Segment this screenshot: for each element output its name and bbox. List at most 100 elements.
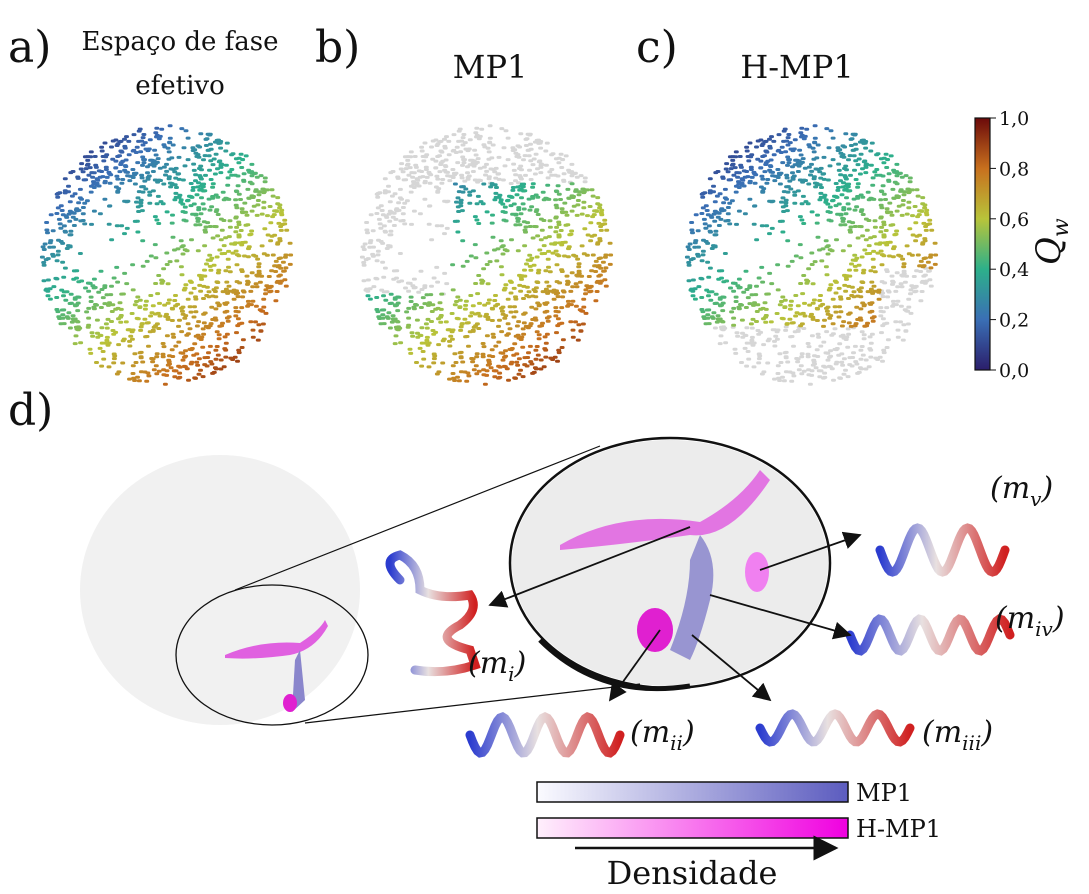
panel-letter: b) (315, 22, 360, 73)
scatter-points (98, 199, 230, 292)
scatter-points (718, 190, 902, 320)
scatter-points (524, 322, 577, 358)
helix (760, 714, 910, 742)
scatter-points (719, 192, 869, 298)
scatter-points (709, 138, 789, 193)
scatter-points (462, 204, 516, 241)
panel-letter: d) (8, 385, 53, 436)
scatter-points (118, 293, 192, 345)
scatter-points (361, 126, 586, 294)
scatter-points (122, 273, 219, 341)
scatter-points (429, 190, 589, 303)
scatter-points (205, 139, 208, 140)
state-label: (miii) (922, 715, 993, 755)
scatter-points (869, 213, 928, 254)
scatter-points (869, 311, 873, 312)
scatter-points (73, 190, 257, 320)
scatter-points (762, 222, 885, 308)
colorbar (975, 118, 990, 370)
state-label: (miv) (995, 601, 1065, 641)
scatter-points (64, 138, 144, 193)
hmp1-region (637, 608, 673, 652)
scatter-points (423, 246, 583, 359)
scatter-points (871, 317, 875, 318)
colorbar-tick-label: 0,4 (999, 259, 1029, 281)
scatter-points (132, 150, 135, 151)
colorbar-label: Qw (1029, 218, 1074, 265)
colorbar-tick-label: 0,0 (999, 360, 1029, 382)
panel-title: Espaço de fase (81, 27, 278, 57)
scatter-points (394, 192, 544, 298)
scatter-points (462, 276, 583, 362)
scatter-points (421, 215, 603, 343)
scatter-points (217, 350, 226, 355)
scatter-points (787, 204, 841, 241)
scatter-points (703, 145, 810, 220)
colorbar-tick-label: 0,6 (999, 209, 1029, 231)
scatter-points (426, 205, 601, 328)
panel-title: H-MP1 (740, 48, 853, 86)
scatter-points (106, 205, 281, 328)
scatter-points (457, 225, 560, 297)
hmp1-region (745, 552, 769, 592)
panel-title: MP1 (453, 48, 528, 86)
legend-label: MP1 (856, 779, 912, 807)
scatter-points (142, 204, 196, 241)
scatter-points (749, 198, 899, 304)
scatter-points (708, 175, 878, 295)
scatter-points (104, 198, 254, 304)
scatter-points (442, 273, 539, 341)
panel-letter: a) (8, 22, 51, 73)
scatter-points (117, 222, 240, 308)
scatter-points (166, 291, 231, 336)
scatter-points (137, 225, 240, 297)
scatter-points (851, 230, 932, 287)
scatter-points (437, 222, 560, 308)
scatter-points (379, 199, 548, 319)
scatter-points (754, 190, 914, 303)
hmp1-region (283, 694, 297, 712)
helix (880, 528, 1005, 572)
scatter-points (204, 322, 257, 358)
scatter-points (493, 257, 607, 337)
scatter-points (103, 246, 263, 359)
scatter-points (162, 154, 234, 204)
scatter-points (730, 195, 863, 288)
helix (470, 717, 620, 753)
panel-letter: c) (636, 22, 678, 73)
scatter-points (225, 337, 255, 357)
colorbar-tick-label: 1,0 (999, 108, 1029, 130)
axis-label: Densidade (607, 854, 778, 892)
state-label: (mii) (630, 715, 695, 755)
scatter-points (743, 199, 875, 292)
density-bar (537, 818, 848, 838)
scatter-points (424, 198, 574, 304)
helix (850, 619, 1010, 651)
scatter-points (74, 192, 224, 298)
scatter-points (142, 276, 263, 362)
scatter-points (777, 150, 780, 151)
scatter-points (718, 156, 893, 279)
scatter-points (537, 350, 546, 355)
scatter-points (173, 257, 287, 337)
scatter-points (438, 293, 512, 345)
figure: a) Espaço de fase efetivo b) MP1 c) H-MP… (0, 0, 1089, 894)
scatter-points (109, 190, 269, 303)
density-bar (537, 782, 848, 802)
scatter-points (101, 215, 283, 343)
state-label: (mv) (990, 471, 1053, 511)
background-space (80, 455, 360, 725)
scatter-points (545, 337, 575, 357)
scatter-points (73, 156, 248, 279)
scatter-points (393, 190, 577, 320)
scatter-points (782, 225, 885, 297)
colorbar-tick-label: 0,8 (999, 158, 1029, 180)
panel-title: efetivo (135, 71, 225, 101)
legend-label: H-MP1 (856, 815, 941, 843)
scatter-points (63, 175, 233, 295)
scatter-points (85, 195, 218, 288)
scatter-points (807, 154, 879, 204)
scatter-points (87, 223, 173, 283)
colorbar-ticks: 1,00,80,60,40,20,0 (990, 108, 1029, 382)
helix (390, 555, 475, 672)
